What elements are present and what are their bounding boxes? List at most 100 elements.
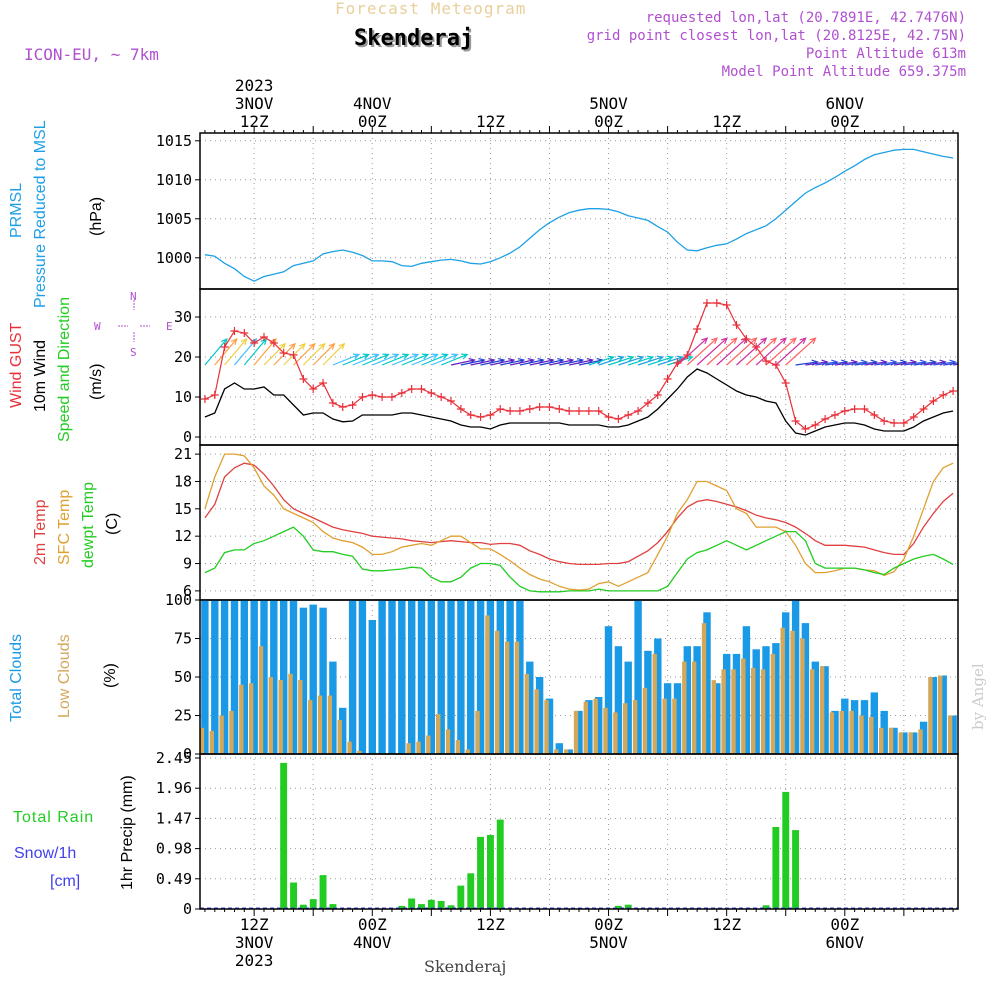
wind-arrow: [677, 337, 708, 366]
total-cloud-bar: [289, 600, 298, 754]
wind-arrow: [401, 353, 428, 366]
wind-arrow-head: [676, 355, 684, 362]
rain-label: Total Rain: [13, 809, 95, 826]
gust-marker: [673, 359, 682, 367]
rain-bar: [457, 885, 465, 909]
wind-arrow: [214, 338, 238, 366]
bottom-time-label: 12Z: [476, 915, 505, 934]
rain-bar: [624, 904, 632, 909]
total-cloud-bar: [762, 646, 770, 754]
low-cloud-bar: [495, 630, 500, 754]
wind-arrow-head: [809, 337, 817, 345]
low-cloud-bar: [938, 675, 943, 754]
total-cloud-bar: [368, 620, 376, 754]
total-cloud-bar: [230, 600, 239, 754]
gust-marker: [890, 419, 899, 427]
wind-arrow-head: [221, 337, 228, 345]
wind-arrow-head: [352, 353, 361, 360]
rain-bar: [437, 901, 445, 909]
y-tick-label: 30: [174, 308, 192, 326]
total-cloud-bar: [299, 607, 308, 754]
top-time-label: 00Z: [830, 112, 859, 131]
top-time-label: 2023: [235, 76, 274, 95]
wind-arrow-head: [711, 337, 719, 345]
total-cloud-bar: [929, 677, 938, 754]
total-cloud-bar: [663, 683, 672, 754]
snow-label: Snow/1h: [14, 845, 77, 862]
total-cloud-bar: [388, 600, 396, 754]
wind-arrow: [952, 363, 958, 366]
low-cloud-bar: [859, 715, 864, 754]
gust-marker: [319, 379, 328, 387]
low-cloud-bar: [573, 710, 579, 754]
rain-bar: [477, 836, 484, 909]
gust-marker: [259, 333, 268, 341]
wind-arrow-head: [720, 337, 728, 345]
total-cloud-bar: [870, 692, 878, 754]
total-cloud-bar: [417, 600, 426, 754]
total-cloud-bar: [713, 683, 721, 754]
gust-marker: [309, 385, 318, 393]
low-cloud-bar: [711, 680, 716, 754]
low-cloud-bar: [347, 741, 352, 754]
total-cloud-bar: [447, 600, 455, 754]
wind-arrow-head: [240, 337, 248, 345]
top-time-label: 6NOV: [826, 94, 865, 113]
snow-unit-label: [cm]: [50, 873, 81, 890]
wind-arrow: [628, 356, 654, 366]
wind-arrow: [815, 361, 838, 366]
y-tick-label: 50: [174, 668, 192, 686]
y-tick-label: 10: [174, 388, 192, 406]
total-cloud-bar: [486, 600, 495, 754]
gust-marker: [437, 393, 446, 401]
rain-bar: [782, 791, 790, 909]
wind-arrow: [263, 343, 286, 366]
total-cloud-bar: [506, 600, 514, 754]
wind-arrow-head: [666, 355, 674, 362]
gust-marker: [899, 419, 908, 427]
total-cloud-bar: [595, 697, 603, 754]
rain-bar: [329, 904, 337, 909]
low-cloud-bar: [268, 677, 273, 754]
panel-frame: [199, 753, 959, 910]
wind-arrow-head: [617, 355, 625, 362]
total-cloud-bar: [348, 600, 357, 754]
total-cloud-bar: [821, 666, 829, 754]
gust-marker: [476, 413, 485, 421]
total-cloud-bar: [910, 732, 918, 754]
y-tick-label: 6: [183, 582, 192, 600]
low-cloud-bar: [209, 730, 214, 754]
wind-line: [204, 368, 954, 436]
top-time-label: 3NOV: [235, 94, 274, 113]
gust-marker: [358, 393, 367, 401]
y-tick-label: 0: [183, 428, 192, 446]
y-tick-label: 1010: [156, 171, 192, 189]
wind-arrow: [529, 359, 554, 366]
low-cloud-bar: [829, 712, 835, 754]
wind-arrow: [559, 359, 583, 366]
gust-marker: [840, 407, 849, 415]
gust-marker: [594, 407, 603, 415]
total-cloud-bar: [742, 626, 751, 754]
total-cloud-bar: [890, 727, 898, 754]
total-cloud-bar: [270, 600, 278, 754]
gust-marker: [752, 343, 761, 351]
gust-marker: [791, 417, 800, 425]
location-title: Skenderaj: [354, 26, 474, 51]
gust-marker: [850, 405, 859, 413]
y-tick-label: 1005: [156, 210, 192, 228]
wind-arrow: [283, 343, 306, 366]
wind-arrow-head: [959, 360, 965, 365]
rain-bar: [309, 899, 317, 909]
gust-marker: [801, 425, 810, 433]
gust-marker: [830, 411, 839, 419]
bottom-time-label: 5NOV: [589, 933, 628, 952]
bottom-time-label: 00Z: [830, 915, 859, 934]
wind-arrow: [854, 361, 877, 366]
low-cloud-bar: [239, 684, 244, 754]
gust-marker: [722, 301, 731, 309]
footer-location: Skenderaj: [424, 957, 507, 976]
total-cloud-bar: [614, 646, 623, 754]
total-cloud-bar: [250, 600, 258, 754]
rain-bar: [772, 827, 780, 909]
